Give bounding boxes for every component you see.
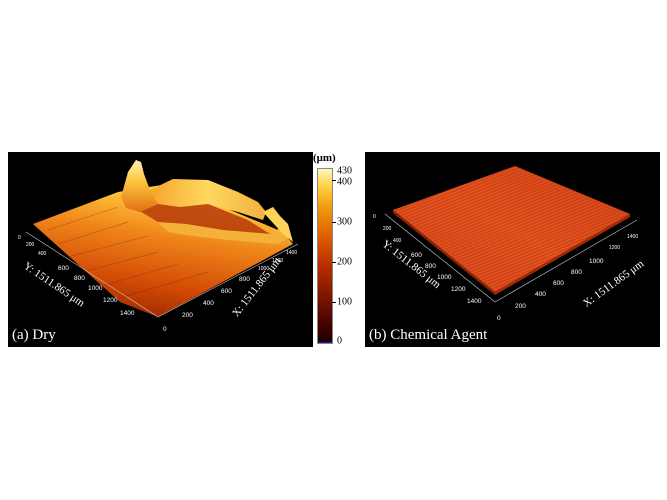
colorbar-tick-300: 300 xyxy=(337,216,352,228)
x-axis-line xyxy=(157,243,299,318)
colorbar-tick-mark xyxy=(332,180,336,181)
x-tick-800: 800 xyxy=(239,276,250,283)
y-tick-400: 400 xyxy=(393,238,402,244)
surface-plot-chemical-agent xyxy=(384,166,638,303)
x-tick-1200: 1200 xyxy=(272,258,284,264)
colorbar-tick-mark xyxy=(332,302,336,303)
x-tick-0: 0 xyxy=(497,315,501,322)
x-tick-400: 400 xyxy=(203,300,214,307)
y-tick-800: 800 xyxy=(425,263,436,270)
x-axis-line xyxy=(494,219,638,303)
x-tick-1400: 1400 xyxy=(286,250,298,256)
y-tick-200: 200 xyxy=(383,226,392,232)
surface-ridge-peak xyxy=(121,160,158,212)
colorbar-gradient xyxy=(317,168,333,344)
surface-front-rim xyxy=(158,222,288,244)
y-tick-1400: 1400 xyxy=(467,298,482,305)
x-tick-600: 600 xyxy=(553,280,564,287)
y-tick-1200: 1200 xyxy=(451,286,466,293)
x-tick-1400: 1400 xyxy=(627,234,639,240)
surface-edge-right xyxy=(495,214,630,295)
surface-plot-dry xyxy=(25,160,299,318)
colorbar-max-label: 430 xyxy=(337,165,352,177)
y-axis-line xyxy=(384,213,496,303)
y-tick-1000: 1000 xyxy=(88,285,103,292)
colorbar-tick-100: 100 xyxy=(337,296,352,308)
surface-edge xyxy=(393,210,495,295)
x-tick-1000: 1000 xyxy=(589,258,604,265)
y-tick-0: 0 xyxy=(18,235,21,241)
surface-back-wall xyxy=(150,179,266,220)
y-tick-600: 600 xyxy=(411,252,422,259)
y-tick-600: 600 xyxy=(58,265,69,272)
x-tick-0: 0 xyxy=(163,326,167,333)
y-tick-800: 800 xyxy=(74,275,85,282)
y-tick-1000: 1000 xyxy=(437,274,452,281)
panel-label-dry: (a) Dry xyxy=(12,327,56,343)
panel-chemical-agent: Y: 1511.865 μm X: 1511.865 μm 0 200 400 … xyxy=(365,152,660,347)
colorbar-unit: (μm) xyxy=(313,152,336,164)
x-tick-600: 600 xyxy=(221,288,232,295)
y-tick-0: 0 xyxy=(373,214,376,220)
surface-right-edge xyxy=(263,207,293,242)
surface-texture xyxy=(393,166,630,292)
colorbar-tick-0: 0 xyxy=(337,335,342,347)
colorbar-tick-400: 400 xyxy=(337,176,352,188)
x-tick-200: 200 xyxy=(515,303,526,310)
panel-label-chemical-agent: (b) Chemical Agent xyxy=(369,327,488,343)
x-tick-800: 800 xyxy=(571,269,582,276)
x-tick-1000: 1000 xyxy=(258,266,270,272)
y-tick-1400: 1400 xyxy=(120,310,135,317)
panel-dry: Y: 1511.865 μm X: 1511.865 μm 0 200 400 … xyxy=(8,152,313,347)
colorbar: (μm) 430 400 300 200 100 0 xyxy=(313,152,363,347)
colorbar-tick-200: 200 xyxy=(337,256,352,268)
x-tick-1200: 1200 xyxy=(609,245,621,251)
x-tick-400: 400 xyxy=(535,291,546,298)
y-tick-1200: 1200 xyxy=(103,297,118,304)
colorbar-tick-mark xyxy=(332,262,336,263)
y-tick-200: 200 xyxy=(26,242,35,248)
x-tick-200: 200 xyxy=(182,312,193,319)
y-axis-line xyxy=(25,231,159,318)
colorbar-tick-mark xyxy=(332,222,336,223)
y-tick-400: 400 xyxy=(38,251,47,257)
